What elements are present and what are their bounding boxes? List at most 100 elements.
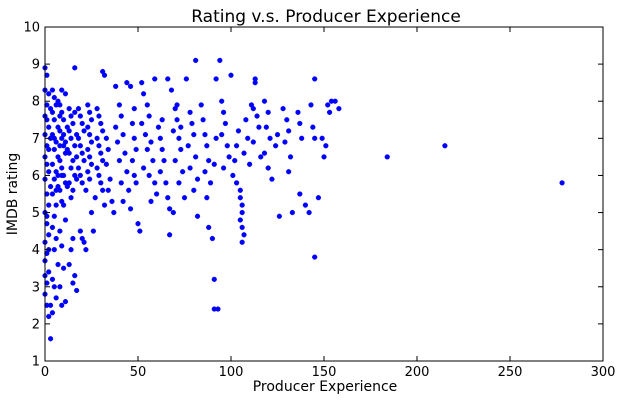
data-point: [44, 302, 50, 308]
x-tick-label: 150: [312, 365, 337, 380]
data-point: [261, 150, 268, 156]
data-point: [159, 146, 165, 153]
data-point: [178, 146, 184, 153]
data-point: [116, 158, 123, 164]
data-point: [239, 224, 245, 231]
data-point: [187, 165, 193, 171]
data-point: [194, 213, 201, 219]
data-point: [165, 195, 171, 201]
y-tick-label: 4: [32, 243, 40, 258]
data-point: [75, 165, 82, 171]
data-point: [297, 120, 303, 127]
data-point: [157, 169, 163, 175]
data-point: [263, 124, 269, 130]
data-point: [109, 198, 115, 205]
data-point: [252, 80, 258, 86]
data-point: [146, 172, 152, 179]
data-point: [70, 158, 76, 164]
data-point: [74, 287, 80, 294]
data-point: [219, 132, 225, 138]
data-point: [233, 143, 240, 149]
data-point: [336, 106, 342, 112]
data-point: [150, 158, 156, 164]
data-point: [57, 143, 63, 149]
x-tick-label: 250: [498, 365, 523, 380]
data-point: [81, 128, 87, 134]
data-point: [126, 187, 132, 193]
data-point: [79, 150, 85, 156]
data-point: [200, 117, 206, 123]
data-point: [85, 169, 91, 175]
data-point: [44, 102, 50, 108]
data-point: [261, 98, 268, 104]
data-point: [88, 139, 95, 145]
data-point: [44, 161, 50, 167]
data-point: [152, 180, 158, 186]
data-point: [204, 143, 210, 149]
data-point: [215, 306, 221, 312]
data-point: [53, 295, 59, 301]
data-point: [312, 135, 318, 141]
data-point: [53, 235, 59, 242]
data-point: [120, 132, 126, 138]
data-point: [235, 128, 242, 134]
y-tick-label: 6: [32, 169, 40, 184]
data-point: [88, 161, 95, 167]
data-point: [243, 117, 249, 123]
data-point: [129, 158, 136, 164]
data-point: [83, 187, 89, 193]
data-point: [92, 195, 98, 201]
data-point: [289, 209, 295, 216]
data-point: [165, 76, 171, 82]
data-point: [100, 187, 106, 193]
x-tick-label: 50: [130, 365, 147, 380]
data-point: [127, 206, 134, 212]
data-point: [113, 124, 119, 130]
data-point: [139, 80, 145, 86]
x-tick-label: 100: [219, 365, 244, 380]
y-tick-label: 3: [32, 280, 40, 295]
data-point: [96, 113, 102, 119]
data-point: [44, 117, 50, 123]
data-point: [79, 235, 85, 242]
data-point: [49, 87, 56, 93]
y-tick-label: 7: [32, 132, 40, 147]
data-point: [111, 209, 117, 216]
data-point: [62, 217, 69, 223]
data-point: [308, 102, 314, 108]
data-point: [46, 202, 52, 208]
data-point: [68, 195, 74, 201]
data-point: [66, 261, 72, 268]
data-point: [57, 284, 63, 290]
data-point: [51, 117, 57, 123]
data-point: [66, 128, 72, 134]
data-point: [105, 187, 111, 193]
data-point: [167, 206, 173, 212]
data-point: [269, 176, 275, 182]
data-point: [140, 165, 147, 171]
data-point: [51, 176, 57, 182]
data-point: [265, 109, 271, 115]
data-point: [323, 143, 329, 149]
data-point: [154, 191, 160, 197]
data-point: [315, 195, 322, 201]
data-point: [319, 135, 325, 141]
data-point: [202, 169, 208, 175]
data-point: [83, 247, 89, 253]
data-point: [282, 139, 288, 145]
data-point: [172, 158, 178, 164]
data-point: [241, 232, 247, 238]
data-point: [114, 139, 121, 145]
data-point: [228, 72, 234, 78]
data-point: [77, 228, 83, 234]
y-axis-label: IMDB rating: [5, 153, 21, 236]
data-point: [94, 106, 100, 112]
data-point: [157, 135, 163, 141]
data-point: [100, 158, 106, 164]
data-point: [211, 276, 217, 282]
data-point: [310, 124, 316, 130]
y-tick-label: 2: [32, 317, 40, 332]
data-point: [187, 109, 193, 115]
data-point: [148, 139, 154, 145]
data-point: [77, 143, 83, 149]
